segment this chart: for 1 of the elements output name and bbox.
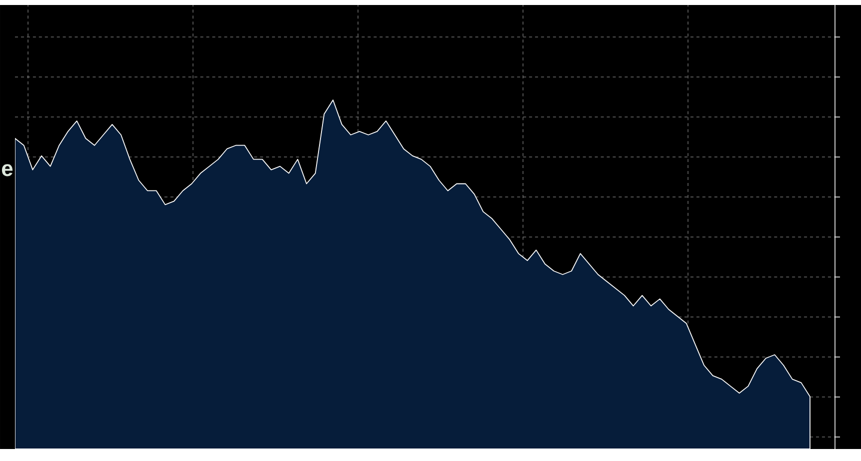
annotation: e [2, 164, 13, 176]
